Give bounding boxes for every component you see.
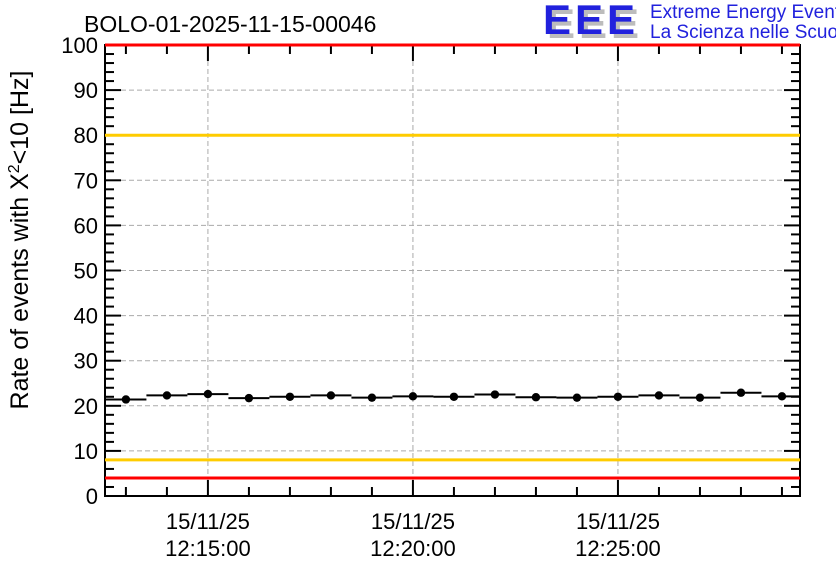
eee-logo-text: Extreme Energy Events La Scienza nelle S…	[650, 3, 836, 43]
x-tick-label: 12:15:00	[165, 536, 251, 561]
y-axis-title: Rate of events with X2<10 [Hz]	[6, 30, 38, 450]
data-point-marker	[367, 393, 377, 402]
y-tick-label: 50	[74, 259, 98, 284]
data-point-marker	[244, 393, 254, 403]
x-tick-label: 12:20:00	[370, 536, 456, 561]
y-tick-label: 80	[74, 123, 98, 148]
data-point-marker	[695, 393, 705, 402]
x-tick-label: 15/11/25	[371, 509, 455, 534]
data-point-marker	[613, 392, 623, 401]
y-axis-title-superscript: 2	[6, 164, 23, 174]
eee-logo-line2: La Scienza nelle Scuole	[650, 22, 836, 43]
x-tick-label: 15/11/25	[576, 509, 660, 534]
data-point-marker	[490, 390, 500, 399]
x-tick-label: 12:25:00	[575, 536, 661, 561]
data-point-marker	[777, 392, 787, 401]
y-tick-label: 100	[61, 33, 98, 58]
y-tick-label: 90	[74, 78, 98, 103]
x-tick-label: 15/11/25	[166, 509, 250, 534]
data-point-marker	[408, 392, 418, 401]
data-point-marker	[285, 392, 295, 401]
data-point-marker	[162, 391, 172, 400]
eee-logo-acronym: EEE	[543, 0, 640, 43]
data-point-marker	[654, 391, 664, 400]
y-tick-label: 20	[74, 394, 98, 419]
y-tick-label: 60	[74, 213, 98, 238]
y-tick-label: 30	[74, 349, 98, 374]
data-point-marker	[203, 389, 213, 399]
data-point-marker	[121, 395, 131, 404]
y-axis-title-suffix: <10 [Hz]	[6, 70, 34, 165]
data-point-marker	[326, 391, 336, 400]
plot-title: BOLO-01-2025-11-15-00046	[84, 11, 377, 37]
y-tick-label: 10	[74, 439, 98, 464]
y-tick-label: 0	[86, 484, 98, 509]
y-tick-label: 40	[74, 304, 98, 329]
y-axis-title-prefix: Rate of events with X	[6, 173, 34, 410]
y-tick-label: 70	[74, 168, 98, 193]
data-point-marker	[572, 393, 582, 402]
eee-logo-line1: Extreme Energy Events	[650, 2, 836, 23]
data-point-marker	[736, 388, 746, 397]
data-point-marker	[531, 393, 541, 402]
data-point-marker	[449, 392, 459, 401]
